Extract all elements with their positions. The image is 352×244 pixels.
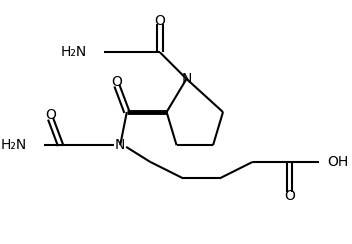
Text: N: N (115, 138, 125, 152)
Text: H₂N: H₂N (61, 45, 87, 59)
Text: N: N (181, 72, 192, 86)
Text: O: O (155, 14, 165, 28)
Text: O: O (284, 189, 295, 203)
Text: O: O (112, 75, 122, 89)
Text: O: O (45, 108, 56, 122)
Text: OH: OH (327, 155, 349, 169)
Text: H₂N: H₂N (1, 138, 27, 152)
